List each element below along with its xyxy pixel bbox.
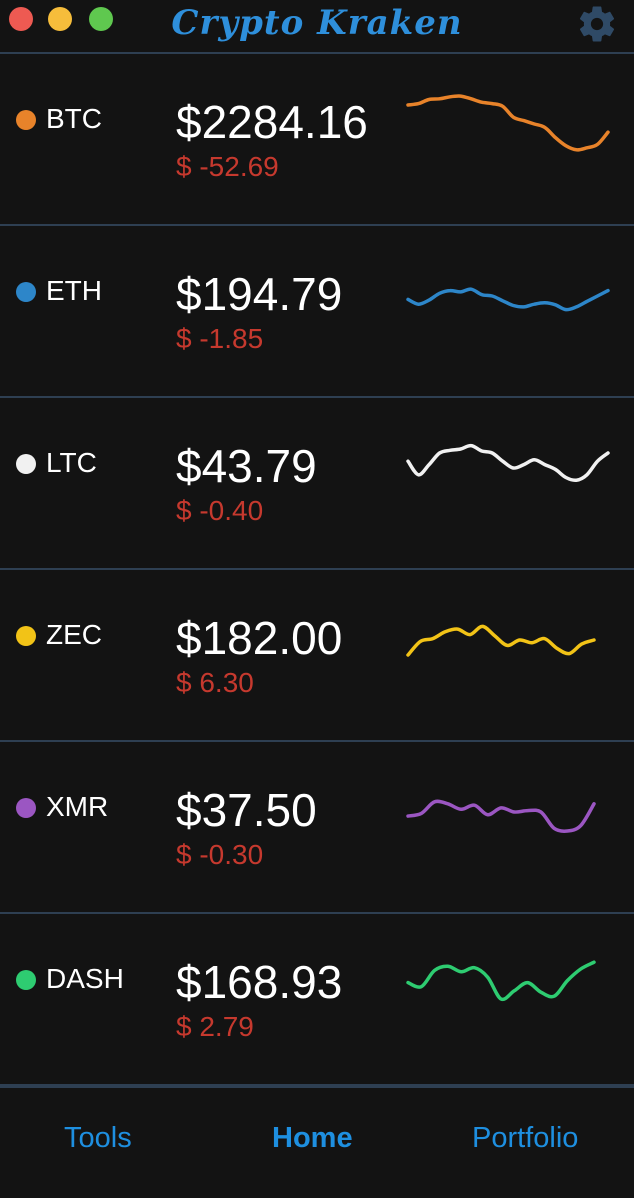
sparkline-chart <box>406 960 596 1002</box>
sparkline-line <box>406 960 596 1002</box>
coin-change: $ 6.30 <box>176 667 254 698</box>
nav-tools[interactable]: Tools <box>64 1122 132 1154</box>
coin-symbol: ETH <box>46 275 102 306</box>
coin-symbol: XMR <box>46 791 109 822</box>
coin-symbol: BTC <box>46 103 102 134</box>
coin-price: $168.93 <box>176 956 343 1008</box>
coin-change: $ 2.79 <box>176 1011 254 1042</box>
sparkline-line <box>406 799 596 833</box>
sparkline-chart <box>406 287 610 312</box>
minimize-window-button[interactable] <box>48 7 72 31</box>
coin-row-dash[interactable]: DASH $168.93 $ 2.79 <box>0 914 634 1086</box>
coin-change: $ -52.69 <box>176 151 279 182</box>
coin-color-dot <box>16 626 36 646</box>
coin-price: $43.79 <box>176 440 317 492</box>
coin-row-ltc[interactable]: LTC $43.79 $ -0.40 <box>0 398 634 570</box>
coin-row-xmr[interactable]: XMR $37.50 $ -0.30 <box>0 742 634 914</box>
nav-home[interactable]: Home <box>272 1122 353 1154</box>
app-title: Crypto Kraken <box>171 3 463 43</box>
coin-row-zec[interactable]: ZEC $182.00 $ 6.30 <box>0 570 634 742</box>
sparkline-chart <box>406 799 596 833</box>
coin-symbol: ZEC <box>46 619 102 650</box>
coin-price: $182.00 <box>176 612 343 664</box>
coin-color-dot <box>16 970 36 990</box>
coin-symbol: DASH <box>46 963 124 994</box>
coin-row-eth[interactable]: ETH $194.79 $ -1.85 <box>0 226 634 398</box>
coin-color-dot <box>16 798 36 818</box>
coin-color-dot <box>16 454 36 474</box>
sparkline-chart <box>406 443 610 483</box>
gear-icon[interactable] <box>576 3 618 45</box>
bottom-nav: Tools Home Portfolio <box>0 1086 634 1198</box>
coin-color-dot <box>16 110 36 130</box>
close-window-button[interactable] <box>9 7 33 31</box>
coin-change: $ -0.30 <box>176 839 264 870</box>
coin-row-btc[interactable]: BTC $2284.16 $ -52.69 <box>0 54 634 226</box>
title-bar: Crypto Kraken <box>0 0 634 54</box>
sparkline-line <box>406 287 610 312</box>
sparkline-line <box>406 94 610 152</box>
coin-change: $ -1.85 <box>176 323 264 354</box>
nav-portfolio[interactable]: Portfolio <box>472 1122 579 1154</box>
coin-price: $194.79 <box>176 268 343 320</box>
coin-change: $ -0.40 <box>176 495 264 526</box>
coin-symbol: LTC <box>46 447 97 478</box>
sparkline-chart <box>406 94 610 152</box>
zoom-window-button[interactable] <box>89 7 113 31</box>
coin-color-dot <box>16 282 36 302</box>
sparkline-line <box>406 624 596 657</box>
coin-price: $37.50 <box>176 784 317 836</box>
sparkline-chart <box>406 624 596 657</box>
coin-list: BTC $2284.16 $ -52.69 ETH $194.79 $ -1.8… <box>0 54 634 1086</box>
coin-price: $2284.16 <box>176 96 368 148</box>
sparkline-line <box>406 443 610 483</box>
